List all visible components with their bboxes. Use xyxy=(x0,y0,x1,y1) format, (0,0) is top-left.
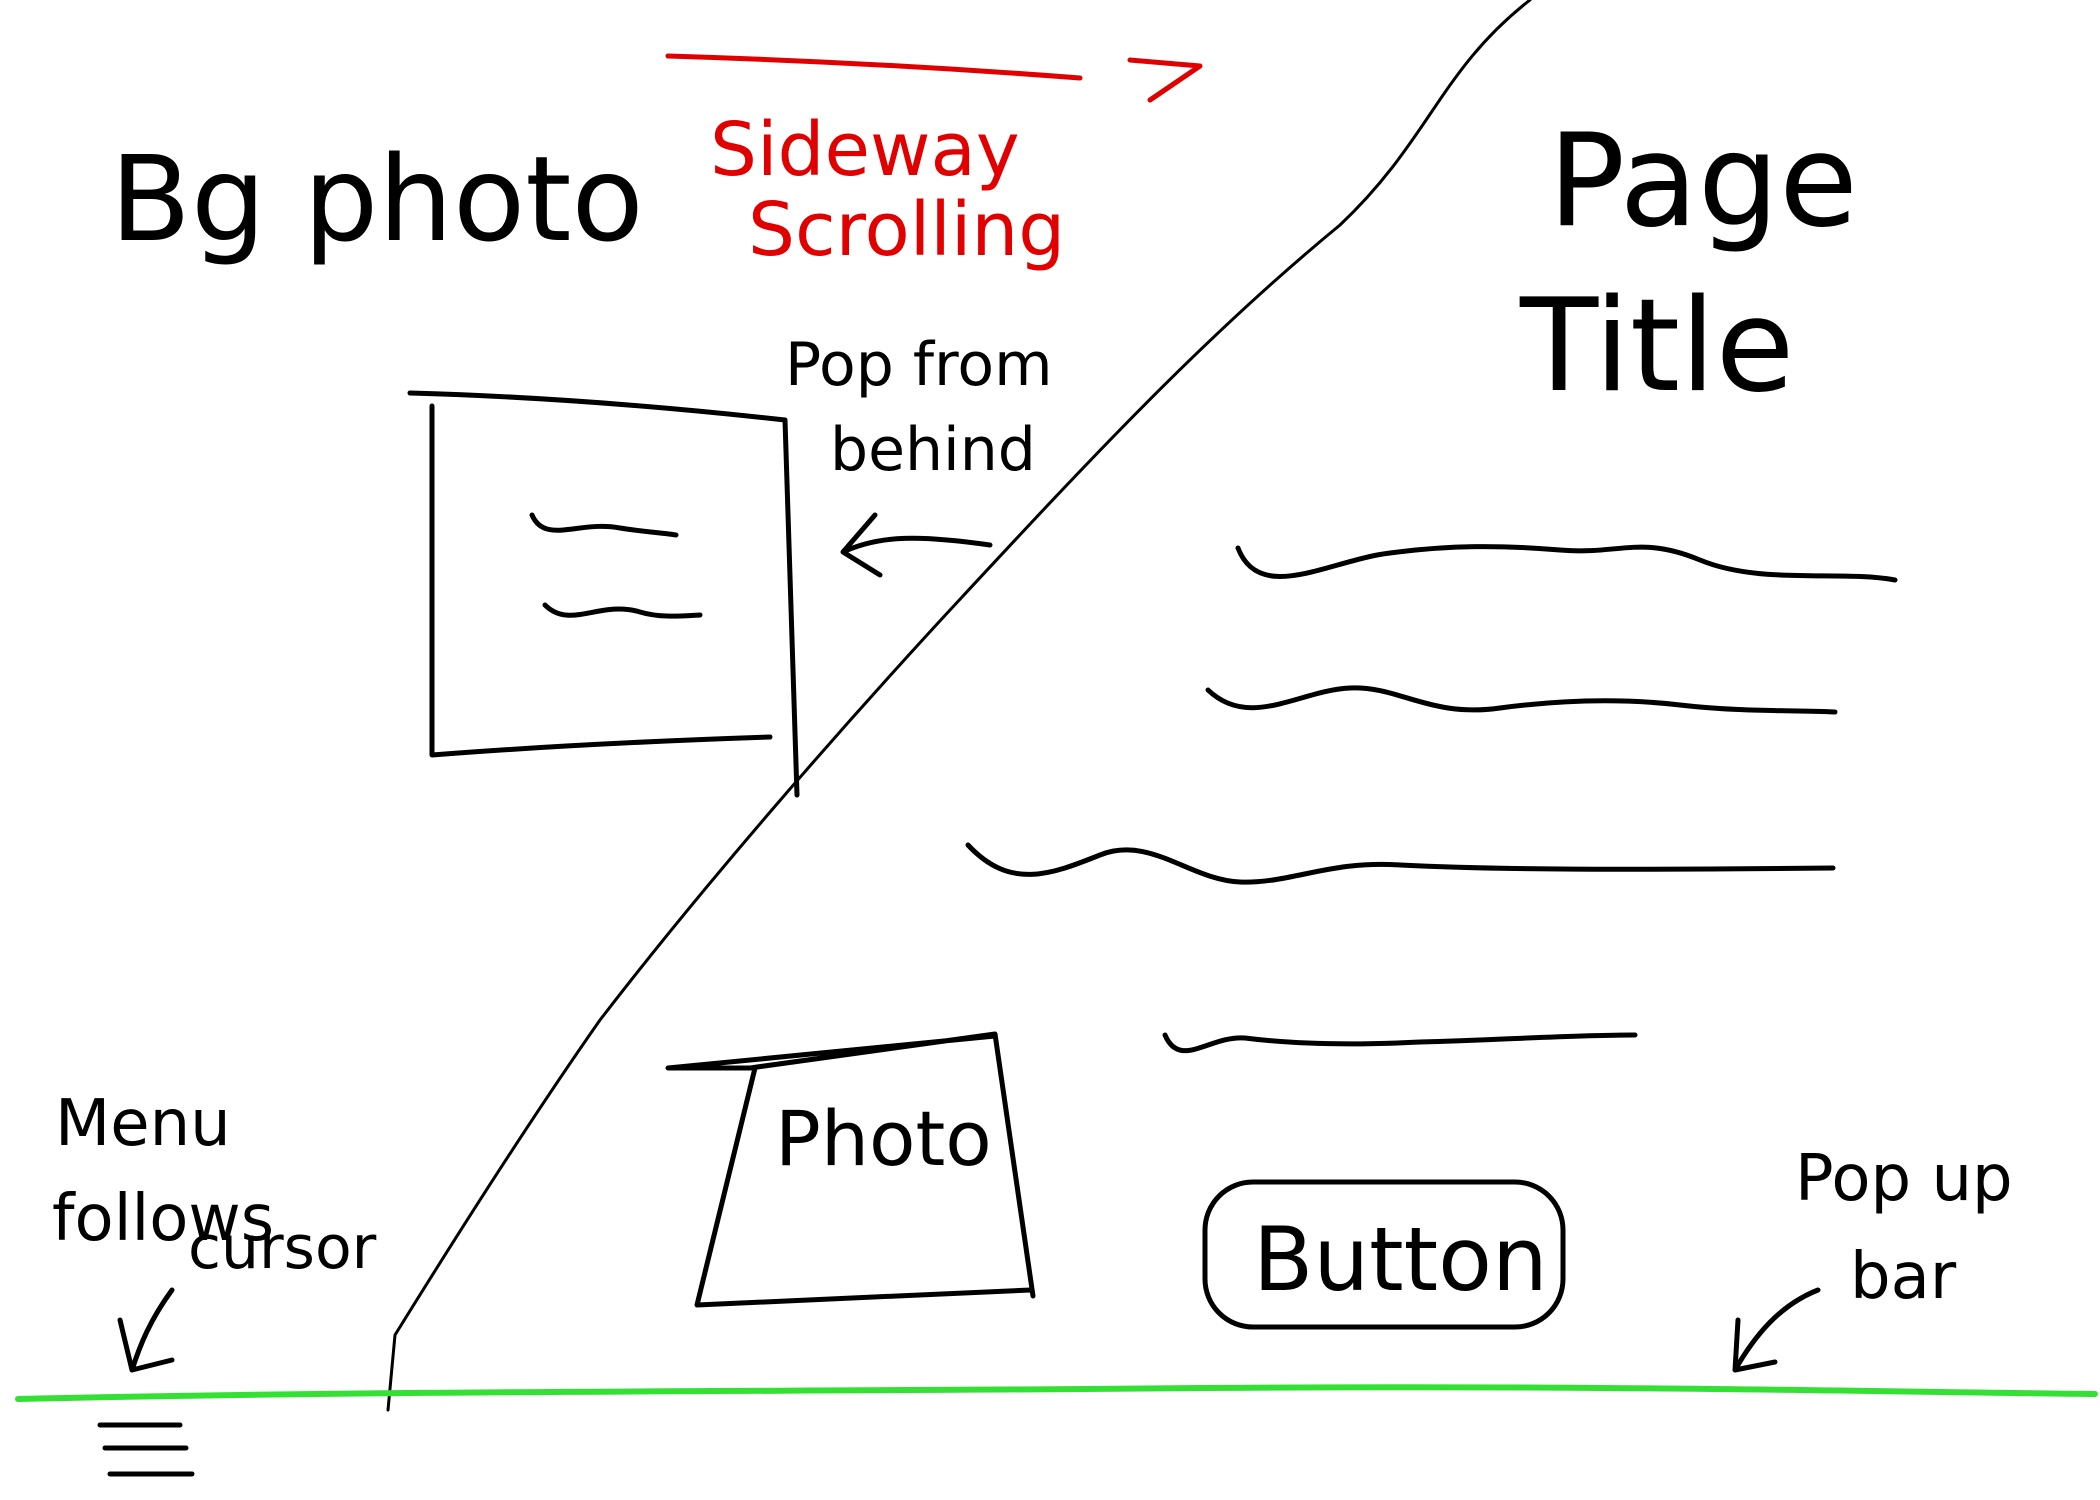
sideway-scroll-line xyxy=(665,53,1083,81)
popup-bar xyxy=(15,1384,2098,1402)
sideway-scroll-label-line2: Scrolling xyxy=(748,187,1065,273)
content-text-line xyxy=(965,842,1836,885)
sideway-scroll-arrow-icon xyxy=(1127,57,1203,103)
menu-label-line2: follows xyxy=(52,1182,274,1256)
content-text-line xyxy=(1235,544,1898,583)
cta-button-label: Button xyxy=(1253,1208,1548,1311)
content-text-line xyxy=(1162,1032,1638,1054)
pop-behind-label-line2: behind xyxy=(830,415,1036,485)
pop-behind-label-line1: Pop from xyxy=(785,330,1053,400)
photo-label: Photo xyxy=(775,1094,992,1183)
pop-behind-arrow-icon xyxy=(840,512,993,578)
page-title-line2: Title xyxy=(1519,272,1794,421)
cta-button[interactable] xyxy=(1202,1179,1566,1330)
bg-photo-label: Bg photo xyxy=(110,130,644,268)
popup-bar-label-line1: Pop up xyxy=(1795,1142,2013,1216)
diagonal-divider xyxy=(386,0,1532,1412)
popup-card-text-line xyxy=(529,512,679,538)
content-text-line xyxy=(1205,685,1838,715)
menu-arrow-icon xyxy=(117,1287,175,1373)
menu-label-line1: Menu xyxy=(55,1087,231,1161)
popup-bar-arrow-icon xyxy=(1732,1287,1821,1373)
page-title-line1: Page xyxy=(1548,107,1858,256)
popup-bar-label-line2: bar xyxy=(1850,1240,1957,1314)
popup-card-text-line xyxy=(542,602,703,619)
popup-card xyxy=(407,390,800,798)
sideway-scroll-label-line1: Sideway xyxy=(710,107,1020,193)
menu-label-line3: cursor xyxy=(188,1213,377,1283)
photo-frame xyxy=(665,1031,1036,1308)
hamburger-menu-icon[interactable] xyxy=(97,1422,195,1477)
